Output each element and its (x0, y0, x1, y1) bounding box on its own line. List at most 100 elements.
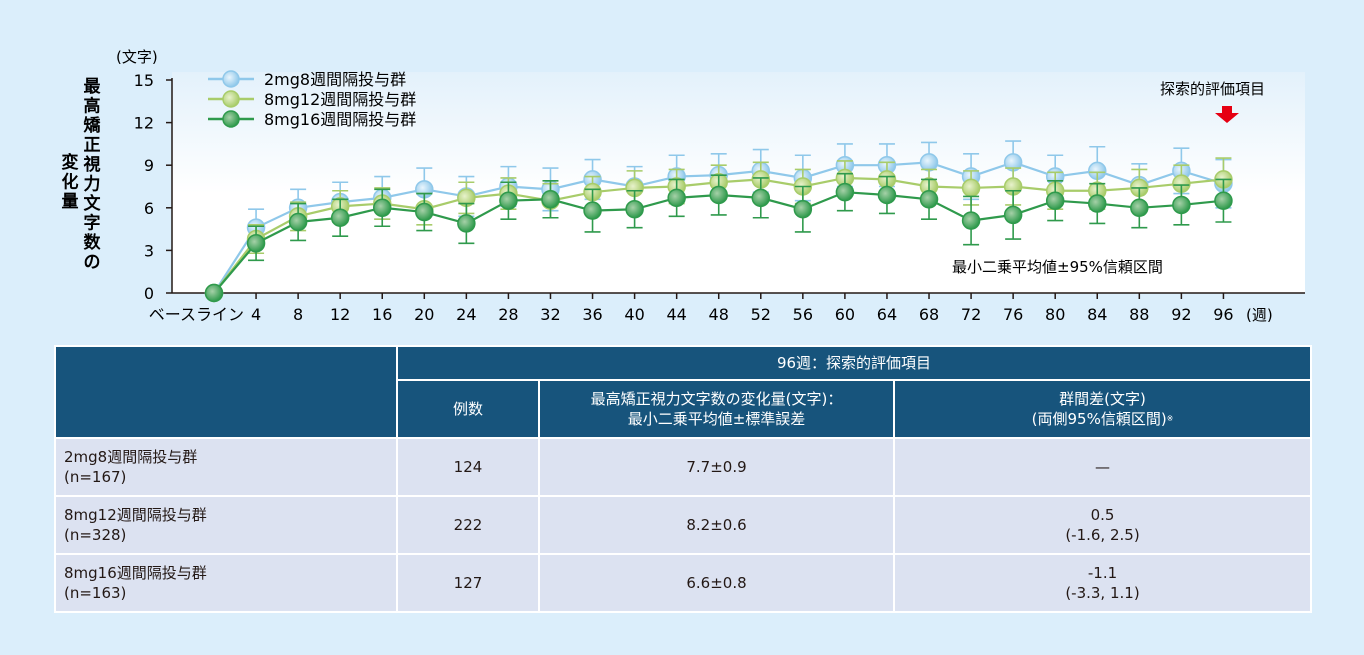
x-tick-label: 88 (1129, 305, 1149, 324)
y-axis-title-col1: 最高矯正視力文字数の (83, 77, 102, 273)
data-point (246, 234, 266, 253)
cell-n: 127 (396, 553, 540, 613)
results-table: 96週：探索的評価項目 例数 最高矯正視力文字数の変化量(文字)： 最小二乗平均値… (54, 345, 1312, 613)
data-point (204, 283, 224, 303)
x-tick-label: 68 (919, 305, 939, 324)
data-point (709, 185, 728, 205)
data-point (961, 211, 981, 230)
x-tick-label: ベースライン (149, 305, 244, 324)
data-point (415, 202, 434, 222)
data-point (372, 198, 392, 218)
x-tick-label: 28 (498, 305, 518, 324)
y-unit-label: (文字) (116, 48, 158, 66)
data-point (1214, 191, 1233, 210)
series-2 (204, 172, 1233, 303)
col-header-change: 最高矯正視力文字数の変化量(文字)： 最小二乗平均値±標準誤差 (538, 379, 895, 439)
diff-ci: (-1.6, 2.5) (1065, 526, 1140, 544)
table-corner-header (54, 345, 398, 439)
cell-change: 6.6±0.8 (538, 553, 895, 613)
group-header: 96週：探索的評価項目 (396, 345, 1312, 381)
data-point (625, 199, 644, 219)
x-tick-label: 4 (251, 305, 261, 324)
y-tick-label: 9 (144, 156, 154, 175)
y-tick-label: 3 (144, 241, 154, 260)
x-tick-label: 60 (835, 305, 855, 324)
x-tick-label: 24 (456, 305, 476, 324)
y-tick-label: 12 (134, 114, 154, 133)
legend-label: 2mg8週間隔投与群 (264, 70, 406, 89)
data-point (541, 190, 560, 209)
data-point (1130, 198, 1149, 218)
x-tick-label: 76 (1003, 305, 1023, 324)
legend-marker-icon (222, 90, 240, 108)
data-point (835, 182, 855, 202)
y-tick-label: 0 (144, 284, 154, 303)
legend-label: 8mg16週間隔投与群 (264, 110, 416, 129)
data-point (499, 191, 518, 210)
x-tick-label: 16 (372, 305, 392, 324)
x-tick-label: 40 (624, 305, 644, 324)
cell-diff: 0.5 (-1.6, 2.5) (893, 495, 1312, 555)
table-row: 8mg12週間隔投与群 (n=328) 222 8.2±0.6 0.5 (-1.6,… (54, 495, 1312, 555)
row-group-label: 8mg16週間隔投与群 (n=163) (54, 553, 398, 613)
data-point (751, 188, 771, 208)
x-tick-label: 8 (293, 305, 303, 324)
row-group-label: 2mg8週間隔投与群 (n=167) (54, 437, 398, 497)
table-row: 8mg16週間隔投与群 (n=163) 127 6.6±0.8 -1.1 (-3.3… (54, 553, 1312, 613)
diff-value: 0.5 (1090, 506, 1115, 524)
data-point (457, 214, 476, 233)
x-tick-label: 52 (751, 305, 771, 324)
col-header-change-line2: 最小二乗平均値±標準誤差 (627, 410, 806, 428)
x-tick-label: 48 (709, 305, 729, 324)
data-point (1088, 194, 1107, 213)
exploratory-endpoint-label: 探索的評価項目 (1160, 80, 1265, 98)
data-point (667, 188, 686, 208)
group-name: 2mg8週間隔投与群 (64, 448, 198, 466)
col-header-diff-line2: (両側95%信頼区間) (1031, 410, 1167, 428)
x-tick-label: 92 (1171, 305, 1191, 324)
col-header-diff-line1: 群間差(文字) (1059, 390, 1146, 408)
data-point (583, 201, 602, 220)
ci-note: 最小二乗平均値±95%信頼区間 (952, 258, 1163, 276)
x-tick-label: 44 (666, 305, 686, 324)
cell-change: 8.2±0.6 (538, 495, 895, 555)
group-name: 8mg16週間隔投与群 (64, 564, 207, 582)
plot-area (172, 72, 1305, 293)
data-point (1003, 205, 1023, 225)
group-n: (n=328) (64, 526, 127, 544)
group-n: (n=163) (64, 584, 127, 602)
cell-n: 124 (396, 437, 540, 497)
y-axis-title-col2: 変化量 (62, 152, 79, 212)
cell-n: 222 (396, 495, 540, 555)
data-point (919, 190, 939, 209)
legend-label: 8mg12週間隔投与群 (264, 90, 416, 109)
series-group (204, 140, 1233, 303)
data-point (919, 153, 939, 172)
x-tick-label: 32 (540, 305, 560, 324)
col-header-change-line1: 最高矯正視力文字数の変化量(文字)： (590, 390, 843, 408)
y-tick-label: 6 (144, 199, 154, 218)
x-tick-label: 84 (1087, 305, 1107, 324)
x-unit-label: (週) (1246, 306, 1273, 324)
red-down-arrow-icon (1215, 106, 1239, 123)
cell-diff: -1.1 (-3.3, 1.1) (893, 553, 1312, 613)
data-point (961, 178, 981, 198)
data-point (288, 212, 308, 232)
group-n: (n=167) (64, 468, 127, 486)
table-row: 2mg8週間隔投与群 (n=167) 124 7.7±0.9 — (54, 437, 1312, 497)
data-point (330, 208, 350, 227)
diff-value: — (1095, 458, 1110, 476)
data-point (1172, 195, 1191, 215)
legend-marker-icon (222, 110, 240, 128)
x-tick-label: 12 (330, 305, 350, 324)
row-group-label: 8mg12週間隔投与群 (n=328) (54, 495, 398, 555)
group-name: 8mg12週間隔投与群 (64, 506, 207, 524)
y-tick-label: 15 (134, 71, 154, 90)
cell-diff: — (893, 437, 1312, 497)
col-header-n: 例数 (396, 379, 540, 439)
x-tick-label: 72 (961, 305, 981, 324)
data-point (793, 199, 813, 219)
